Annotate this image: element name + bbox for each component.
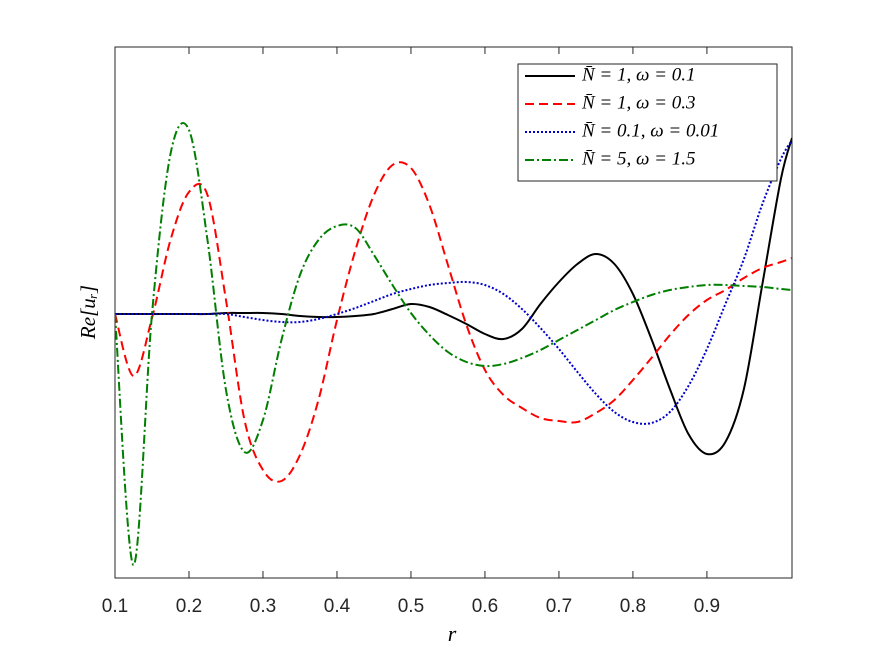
legend-label: N̄ = 5, ω = 1.5 <box>581 148 695 169</box>
x-tick-label: 0.4 <box>324 596 351 617</box>
legend-box <box>517 63 778 182</box>
series-line <box>115 139 792 425</box>
series-line <box>115 161 792 483</box>
series-line <box>115 122 792 567</box>
legend-label: N̄ = 1, ω = 0.3 <box>581 92 695 113</box>
y-axis-label: Re[uᵣ] <box>76 285 100 340</box>
x-tick-label: 0.2 <box>176 596 202 617</box>
x-tick-label: 0.7 <box>546 596 572 617</box>
x-tick-label: 0.8 <box>620 596 646 617</box>
legend-label: N̄ = 1, ω = 0.1 <box>581 64 695 85</box>
x-tick-label: 0.6 <box>472 596 498 617</box>
x-tick-label: 0.5 <box>398 596 424 617</box>
x-tick-label: 0.1 <box>102 596 128 617</box>
x-tick-label: 0.9 <box>694 596 720 617</box>
x-tick-label: 0.3 <box>250 596 276 617</box>
series-line <box>115 137 792 456</box>
x-axis-label: r <box>448 621 457 646</box>
legend-label: N̄ = 0.1, ω = 0.01 <box>581 120 719 141</box>
